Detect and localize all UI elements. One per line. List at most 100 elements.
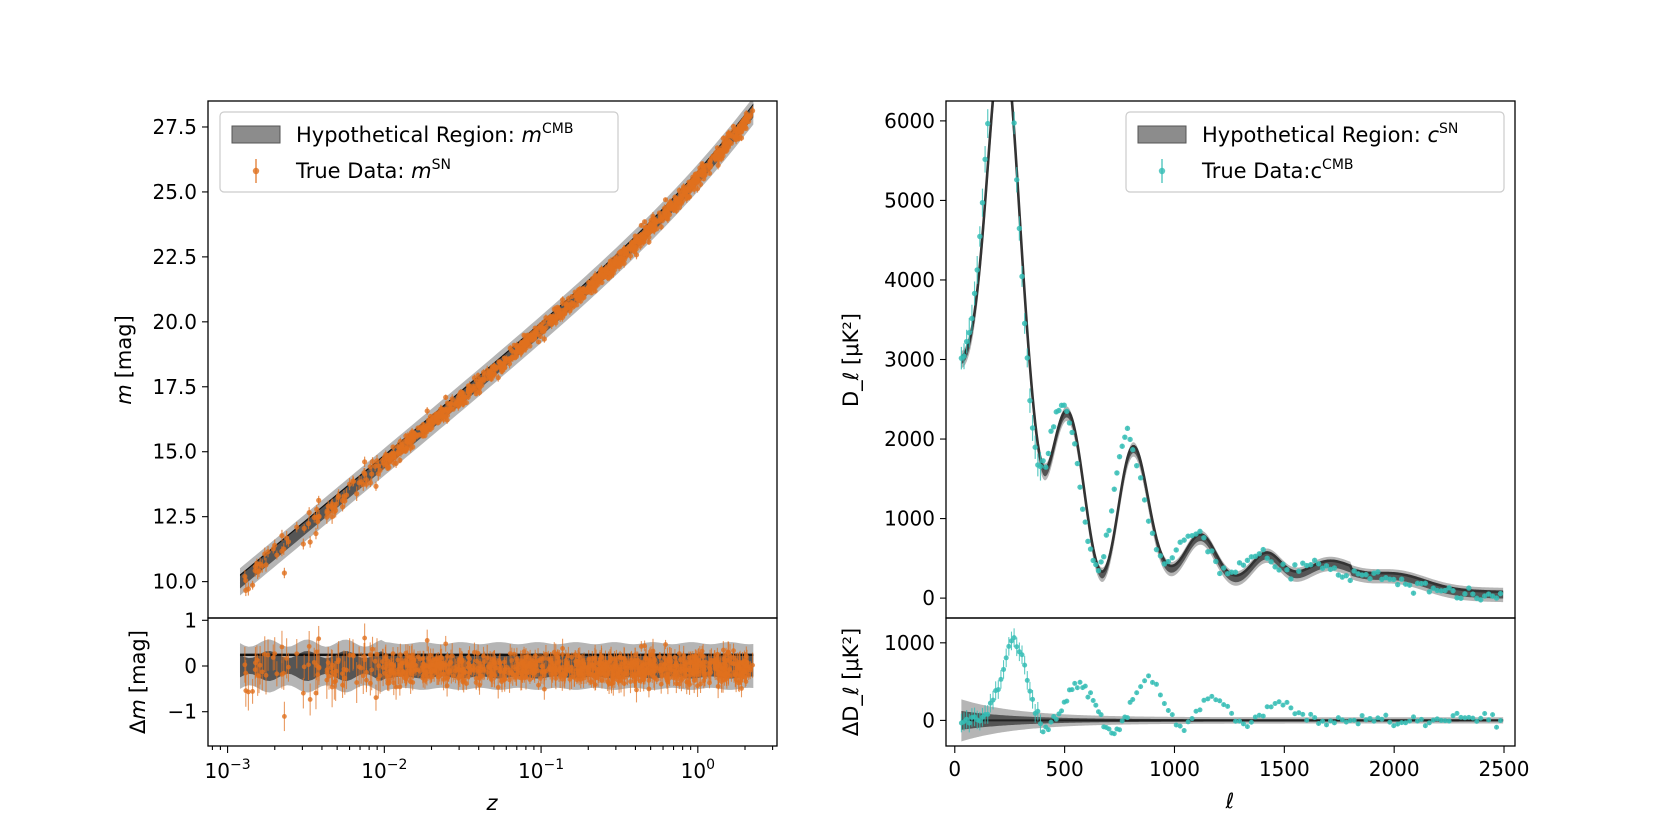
sn-residual-point (306, 643, 312, 649)
sn-residual-point (428, 652, 434, 658)
sn-residual-point (719, 665, 725, 671)
sn-data-point (281, 546, 287, 552)
cmb-data-point (1037, 463, 1044, 470)
sn-data-point (506, 361, 513, 367)
sn-data-point (410, 444, 416, 450)
sn-data-point (535, 339, 542, 345)
cmb-data-point (974, 267, 980, 273)
cmb-data-point (1359, 572, 1365, 578)
cmb-residual-point (1014, 644, 1020, 650)
cmb-legend-data-sup: CMB (1322, 157, 1353, 173)
sn-legend-band-sup: CMB (542, 121, 573, 137)
cmb-residual-point (1454, 710, 1460, 716)
cmb-residual-point (1213, 697, 1219, 703)
sn-residual-point (589, 662, 595, 668)
cmb-residual-point (1003, 655, 1009, 661)
sn-data-point (671, 207, 677, 213)
sn-residual-point (552, 663, 558, 668)
sn-residual-point (384, 666, 389, 672)
sn-data-point (621, 260, 627, 266)
cmb-residual-plot-area (958, 628, 1504, 742)
sn-data-point (350, 478, 356, 484)
sn-data-point (367, 480, 373, 486)
cmb-data-point (1220, 565, 1227, 571)
sn-residual-point (386, 680, 392, 686)
sn-data-point (616, 264, 622, 270)
cmb-residual-point (964, 716, 970, 722)
sn-residual-point (476, 668, 482, 674)
sn-data-point (574, 302, 580, 308)
cmb-residual-point (1221, 702, 1227, 708)
sn-residual-point (449, 653, 455, 659)
cmb-data-point (1240, 562, 1247, 568)
sn-data-point (539, 328, 545, 334)
cmb-residual-point (1272, 701, 1278, 707)
sn-data-point (701, 169, 707, 175)
sn-data-point (399, 442, 405, 449)
cmb-residual-point (1324, 722, 1330, 728)
cmb-data-point (1232, 569, 1239, 575)
cmb-residual-point (1383, 712, 1389, 718)
cmb-residual-point (985, 711, 991, 717)
sn-data-point (390, 444, 396, 450)
sn-residual-point (572, 652, 578, 658)
sn-residual-point (424, 638, 430, 643)
sn-legend-band-math: m (522, 123, 542, 147)
cmb-residual-point (1201, 697, 1207, 703)
sn-data-point (386, 464, 392, 470)
sn-data-point (730, 123, 737, 130)
cmb-residual-point (1082, 683, 1088, 689)
cmb-data-point (1082, 519, 1088, 525)
cmb-residual-point (1106, 726, 1112, 732)
sn-residual-point (390, 651, 396, 657)
cmb-data-point (1335, 572, 1342, 578)
cmb-data-point (1347, 577, 1353, 584)
cmb-data-point (1101, 554, 1107, 560)
sn-data-point (495, 375, 501, 381)
sn-residual-point (375, 676, 381, 682)
sn-residual-point (521, 649, 527, 654)
cmb-residual-point (1430, 717, 1436, 723)
sn-data-point (404, 446, 410, 452)
cmb-residual-point (1355, 721, 1361, 727)
cmb-main-ytick-label: 4000 (884, 268, 935, 292)
cmb-legend-band-sup: SN (1439, 121, 1458, 137)
sn-residual-point (434, 663, 439, 669)
cmb-residual-point (977, 718, 983, 724)
cmb-data-point (1165, 558, 1172, 565)
cmb-residual-point (1024, 677, 1030, 683)
cmb-residual-point (1426, 720, 1432, 726)
sn-residual-point (445, 653, 450, 659)
sn-residual-point (362, 635, 368, 641)
sn-data-point (391, 454, 397, 460)
sn-residual-point (701, 666, 707, 672)
sn-residual-point (332, 672, 338, 678)
cmb-residual-point (1367, 715, 1373, 721)
cmb-residual-point (1077, 679, 1083, 685)
cmb-data-point (1127, 436, 1133, 443)
sn-data-point (533, 330, 539, 336)
sn-residual-point (431, 668, 437, 674)
sn-data-point (415, 425, 421, 431)
cmb-residual-point (1098, 712, 1104, 718)
cmb-data-point (1276, 567, 1282, 573)
sn-residual-point (539, 669, 545, 675)
sn-residual-point (413, 667, 419, 673)
cmb-residual-point (1335, 715, 1341, 721)
sn-residual-point (543, 651, 549, 657)
sn-data-point (632, 239, 638, 245)
sn-main-ylabel-symbol: m (112, 384, 136, 404)
sn-residual-point (700, 653, 706, 659)
cmb-data-point (963, 338, 970, 345)
cmb-residual-point (1165, 708, 1171, 714)
sn-data-point (433, 415, 440, 421)
sn-residual-point (719, 679, 724, 684)
sn-data-point (481, 376, 487, 382)
cmb-xtick-label: 500 (1046, 757, 1084, 781)
sn-residual-point (391, 670, 397, 676)
cmb-residual-point (1316, 720, 1322, 726)
sn-data-point (447, 401, 453, 407)
sn-data-point (559, 297, 566, 303)
cmb-xtick-label: 2500 (1479, 757, 1530, 781)
cmb-residual-point (1225, 703, 1231, 709)
